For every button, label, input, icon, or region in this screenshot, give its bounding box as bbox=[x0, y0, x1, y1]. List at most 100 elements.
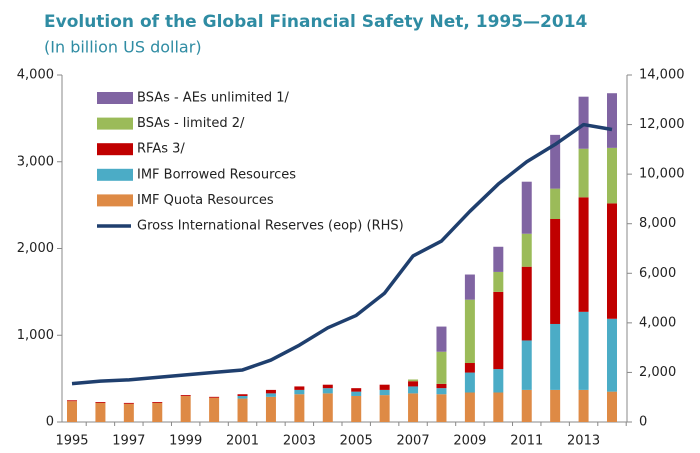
bar-segment bbox=[237, 395, 248, 399]
bar-segment bbox=[351, 391, 362, 396]
bar-segment bbox=[351, 395, 362, 422]
bar-segment bbox=[436, 351, 447, 384]
bar-segment bbox=[464, 372, 475, 393]
bar-segment bbox=[550, 323, 561, 390]
bar-segment bbox=[521, 266, 532, 341]
bar-segment bbox=[322, 384, 333, 389]
bar-segment bbox=[578, 148, 589, 198]
y2-tick-label: 2,000 bbox=[639, 365, 676, 380]
bar-segment bbox=[67, 400, 77, 402]
bar-segment bbox=[607, 391, 617, 422]
bar-segment bbox=[294, 389, 305, 395]
y2-tick-label: 10,000 bbox=[639, 167, 685, 182]
x-tick-label: 2011 bbox=[510, 434, 543, 449]
bar-segment bbox=[265, 393, 276, 397]
bar-segment bbox=[379, 384, 390, 390]
bar-segment bbox=[550, 219, 561, 324]
y2-tick-label: 8,000 bbox=[639, 216, 676, 231]
bar-segment bbox=[578, 389, 589, 422]
y2-tick-label: 12,000 bbox=[639, 117, 685, 132]
x-tick-label: 2009 bbox=[453, 434, 486, 449]
bar-segment bbox=[436, 326, 447, 352]
bar-segment bbox=[521, 340, 532, 390]
x-tick-label: 1995 bbox=[55, 434, 88, 449]
chart-title: Evolution of the Global Financial Safety… bbox=[44, 12, 588, 32]
bar-segment bbox=[550, 188, 561, 220]
bar-segment bbox=[464, 274, 475, 300]
bar-segment bbox=[180, 395, 191, 396]
bar-segment bbox=[294, 394, 305, 422]
bar-segment bbox=[578, 96, 589, 149]
legend-label: BSAs - limited 2/ bbox=[137, 116, 245, 131]
bar-segment bbox=[408, 381, 419, 387]
legend-swatch bbox=[97, 194, 133, 207]
bar-segment bbox=[464, 299, 475, 364]
bar-segment bbox=[209, 397, 220, 422]
bar-segment bbox=[294, 386, 305, 390]
bar-segment bbox=[493, 291, 504, 370]
bar-segment bbox=[521, 389, 532, 422]
bar-segment bbox=[209, 396, 220, 398]
bar-segment bbox=[607, 203, 617, 319]
bar-segment bbox=[550, 389, 561, 422]
y-tick-label: 2,000 bbox=[17, 241, 54, 256]
bar-segment bbox=[521, 233, 532, 267]
bar-segment bbox=[436, 383, 447, 389]
bar-segment bbox=[436, 394, 447, 422]
bar-segment bbox=[578, 197, 589, 312]
bar-segment bbox=[493, 369, 504, 393]
bar-segment bbox=[237, 398, 248, 422]
y2-tick-label: 6,000 bbox=[639, 266, 676, 281]
bar-segment bbox=[95, 402, 106, 422]
y2-tick-label: 14,000 bbox=[639, 68, 685, 83]
legend-swatch bbox=[97, 168, 133, 181]
bar-segment bbox=[464, 363, 475, 373]
bar-segment bbox=[550, 134, 561, 189]
bar-segment bbox=[379, 389, 390, 396]
bar-segment bbox=[464, 392, 475, 422]
bar-segment bbox=[493, 246, 504, 272]
bar-segment bbox=[152, 402, 163, 403]
bar-segment bbox=[493, 271, 504, 292]
legend-label: BSAs - AEs unlimited 1/ bbox=[137, 91, 290, 106]
y2-tick-label: 0 bbox=[639, 415, 647, 430]
bar-segment bbox=[265, 396, 276, 422]
bar-segment bbox=[607, 93, 617, 148]
y-tick-label: 0 bbox=[46, 415, 54, 430]
bar-segment bbox=[123, 402, 134, 404]
x-tick-label: 1997 bbox=[112, 434, 145, 449]
legend-label: RFAs 3/ bbox=[137, 142, 185, 157]
chart-subtitle: (In billion US dollar) bbox=[44, 38, 202, 57]
x-tick-label: 2001 bbox=[226, 434, 259, 449]
y-tick-label: 3,000 bbox=[17, 154, 54, 169]
bar-segment bbox=[152, 402, 163, 422]
y-tick-label: 4,000 bbox=[17, 68, 54, 83]
legend-label: IMF Quota Resources bbox=[137, 193, 274, 208]
x-tick-label: 2005 bbox=[340, 434, 373, 449]
legend-label: Gross International Reserves (eop) (RHS) bbox=[137, 219, 404, 234]
legend-swatch bbox=[97, 92, 133, 104]
legend-label: IMF Borrowed Resources bbox=[137, 167, 296, 182]
y2-tick-label: 4,000 bbox=[639, 315, 676, 330]
bar-segment bbox=[521, 181, 532, 234]
x-tick-label: 1999 bbox=[169, 434, 202, 449]
bar-segment bbox=[607, 147, 617, 204]
bar-segment bbox=[237, 394, 248, 396]
bar-segment bbox=[265, 389, 276, 394]
bar-segment bbox=[322, 388, 333, 394]
legend-swatch bbox=[97, 117, 133, 130]
bar-segment bbox=[408, 393, 419, 422]
bar-segment bbox=[180, 395, 191, 422]
x-tick-label: 2013 bbox=[567, 434, 600, 449]
y-tick-label: 1,000 bbox=[17, 328, 54, 343]
bar-segment bbox=[95, 402, 106, 403]
legend-swatch bbox=[97, 143, 133, 156]
bar-segment bbox=[607, 318, 617, 392]
bar-segment bbox=[408, 386, 419, 394]
bar-segment bbox=[493, 392, 504, 422]
bar-segment bbox=[351, 388, 362, 392]
x-tick-label: 2007 bbox=[397, 434, 430, 449]
line-series bbox=[71, 122, 613, 386]
x-tick-label: 2003 bbox=[283, 434, 316, 449]
